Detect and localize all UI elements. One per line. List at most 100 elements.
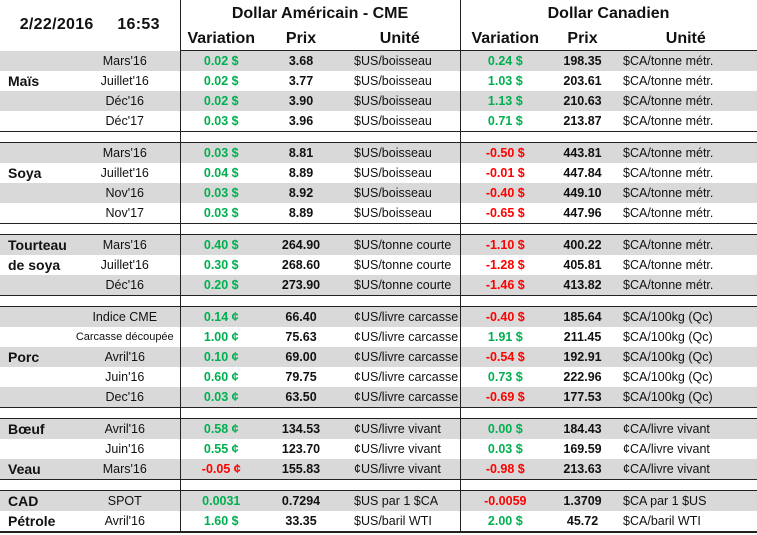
ca-price: 213.63 — [550, 459, 616, 480]
us-unit: ¢US/livre vivant — [354, 442, 441, 456]
table-row: Veau Mars'16 -0.05 ¢ 155.83 ¢US/livre vivant… — [0, 459, 757, 480]
separator-cell — [459, 131, 757, 143]
product-label: Porc — [0, 347, 70, 367]
us-variation: -0.05 ¢ — [179, 459, 263, 480]
us-variation: 0.03 ¢ — [179, 387, 263, 408]
us-unit: ¢US/livre carcasse — [354, 370, 459, 384]
table-row: Déc'17 0.03 $ 3.96 $US/boisseau 0.71 $ 213.87… — [0, 111, 757, 132]
product-label: Veau — [0, 459, 70, 480]
separator-cell — [0, 223, 181, 235]
us-price: 268.60 — [281, 258, 321, 272]
ca-unit: ¢CA/livre vivant — [615, 459, 757, 480]
us-variation: 0.40 $ — [179, 234, 263, 255]
separator-cell — [179, 223, 461, 235]
separator-cell — [459, 295, 757, 307]
separator-cell — [179, 479, 461, 491]
ca-variation: 0.73 $ — [459, 367, 551, 387]
ca-price: 447.84 — [563, 166, 602, 180]
date: 2/22/2016 — [19, 16, 94, 34]
time: 16:53 — [117, 16, 160, 34]
ca-price: 211.45 — [563, 330, 602, 344]
separator-cell — [179, 407, 461, 419]
separator-cell — [459, 479, 757, 491]
product-label: Maïs — [8, 73, 40, 89]
ca-variation: -0.65 $ — [459, 203, 551, 224]
ca-unit: $CA/tonne métr. — [615, 71, 757, 91]
ca-variation: -0.01 $ — [459, 163, 551, 183]
us-prix-header: Prix — [262, 28, 341, 51]
us-unit: $US/tonne courte — [340, 234, 461, 255]
ca-unit: $CA/tonne métr. — [615, 275, 757, 296]
separator-cell — [0, 407, 181, 419]
table-row: Porc Avril'16 0.10 ¢ 69.00 ¢US/livre carcass… — [0, 347, 757, 367]
us-dollar-title: Dollar Américain - CME — [179, 0, 461, 28]
ca-prix-header: Prix — [550, 28, 616, 51]
contract-month: Carcasse découpée — [75, 331, 174, 343]
ca-variation: -1.10 $ — [459, 234, 551, 255]
ca-unit: $CA/100kg (Qc) — [615, 387, 757, 408]
us-price: 3.90 — [262, 91, 341, 111]
ca-unit: ¢CA/livre vivant — [615, 439, 757, 459]
us-unit: ¢US/livre carcasse — [340, 387, 461, 408]
ca-unit: $CA/tonne métr. — [615, 203, 757, 224]
us-variation: 1.00 ¢ — [179, 327, 263, 347]
ca-variation: 0.03 $ — [459, 439, 551, 459]
ca-price: 213.87 — [563, 114, 602, 128]
us-unit: ¢US/livre vivant — [340, 459, 461, 480]
us-price: 8.92 — [262, 183, 341, 203]
us-variation: 1.60 $ — [179, 511, 263, 533]
table-row: Nov'17 0.03 $ 8.89 $US/boisseau -0.65 $ 447.9… — [0, 203, 757, 224]
separator-cell — [0, 479, 181, 491]
ca-price: 45.72 — [550, 511, 616, 533]
block-separator — [0, 223, 757, 235]
cad-dollar-title: Dollar Canadien — [459, 0, 757, 28]
product-label — [0, 439, 70, 459]
separator-cell — [179, 131, 461, 143]
ca-price: 184.43 — [550, 418, 616, 439]
ca-price: 1.3709 — [550, 490, 616, 511]
ca-price: 449.10 — [550, 183, 616, 203]
table-row: CAD SPOT 0.0031 0.7294 $US par 1 $CA -0.0059 1… — [0, 490, 757, 511]
us-variation: 0.03 $ — [179, 142, 263, 163]
ca-variation: -0.40 $ — [459, 183, 551, 203]
ca-price: 192.91 — [550, 347, 616, 367]
us-variation: 0.55 ¢ — [179, 439, 263, 459]
us-unit: $US/boisseau — [340, 91, 461, 111]
ca-unit: $CA/100kg (Qc) — [615, 327, 757, 347]
product-label: de soya — [8, 257, 61, 273]
block-separator — [0, 407, 757, 419]
table-row: Déc'16 0.20 $273.90 $US/tonne courte -1.46 … — [0, 275, 757, 296]
contract-month: Nov'16 — [70, 183, 181, 203]
us-price: 134.53 — [262, 418, 341, 439]
ca-unit: $CA/tonne métr. — [615, 183, 757, 203]
contract-month: Juin'16 — [105, 442, 145, 456]
ca-variation: -0.50 $ — [459, 142, 551, 163]
product-label — [0, 142, 70, 163]
ca-price: 185.64 — [550, 306, 616, 327]
ca-unit: $CA/baril WTI — [615, 511, 757, 533]
us-unit: $US/baril WTI — [340, 511, 461, 533]
us-unit: $US par 1 $CA — [340, 490, 461, 511]
separator-cell — [459, 223, 757, 235]
us-price: 8.89 — [288, 166, 314, 180]
ca-unit: $CA/100kg (Qc) — [615, 367, 757, 387]
ca-variation: -0.98 $ — [459, 459, 551, 480]
ca-price: 443.81 — [550, 142, 616, 163]
us-price: 8.81 — [262, 142, 341, 163]
ca-unit: $CA/tonne métr. — [615, 91, 757, 111]
contract-month: SPOT — [70, 490, 181, 511]
contract-month: Déc'16 — [70, 275, 181, 296]
ca-unit: ¢CA/livre vivant — [615, 418, 757, 439]
us-variation-header: Variation — [179, 28, 263, 51]
table-row: Carcasse découpée 1.00 ¢ 75.63 ¢US/livre ca… — [0, 327, 757, 347]
us-price: 3.96 — [288, 114, 314, 128]
ca-unit: $CA/tonne métr. — [615, 255, 757, 275]
contract-month: Déc'16 — [70, 91, 181, 111]
ca-variation: -1.46 $ — [459, 275, 551, 296]
us-price: 79.75 — [285, 370, 317, 384]
separator-cell — [0, 295, 181, 307]
contract-month: Mars'16 — [70, 142, 181, 163]
contract-month: Déc'17 — [105, 114, 145, 128]
ca-variation: -0.0059 — [459, 490, 551, 511]
